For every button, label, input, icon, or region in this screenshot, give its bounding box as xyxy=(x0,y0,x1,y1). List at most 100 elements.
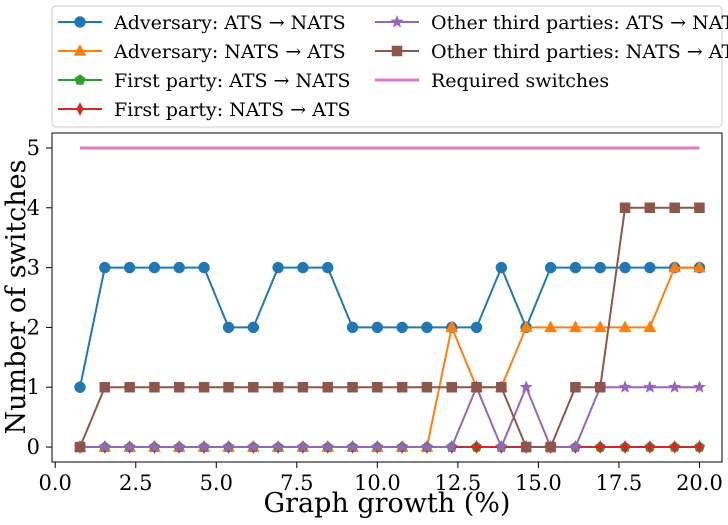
y-tick-label: 4 xyxy=(27,196,40,220)
data-point-other-third-parties-nats-to-ats xyxy=(173,381,185,393)
data-point-other-third-parties-nats-to-ats xyxy=(297,381,309,393)
data-point-adversary-nats-to-ats xyxy=(643,320,657,333)
data-point-other-third-parties-nats-to-ats xyxy=(669,202,680,214)
data-point-adversary-ats-to-nats xyxy=(148,261,161,274)
legend-entry-adversary-ats-to-nats: Adversary: ATS → NATS xyxy=(58,12,346,34)
series-adversary-nats-to-ats xyxy=(73,260,706,452)
data-point-adversary-ats-to-nats xyxy=(247,321,260,334)
legend-marker xyxy=(391,45,403,57)
data-point-other-third-parties-ats-to-nats xyxy=(395,440,409,453)
series-layer xyxy=(73,146,707,455)
series-line-other-third-parties-ats-to-nats xyxy=(80,386,700,449)
data-point-first-party-nats-to-ats xyxy=(621,439,629,455)
data-point-adversary-ats-to-nats xyxy=(396,321,408,334)
data-point-adversary-ats-to-nats xyxy=(297,261,309,274)
data-point-adversary-nats-to-ats xyxy=(544,320,558,333)
legend-entry-first-party-nats-to-ats: First party: NATS → ATS xyxy=(58,99,351,121)
series-line-adversary-nats-to-ats xyxy=(80,266,700,449)
legend-entry-other-third-parties-nats-to-ats: Other third parties: NATS → ATS xyxy=(375,41,728,63)
legend-entry-adversary-nats-to-ats: Adversary: NATS → ATS xyxy=(58,41,346,63)
legend-label: Adversary: NATS → ATS xyxy=(113,41,346,63)
data-point-other-third-parties-nats-to-ats xyxy=(248,381,259,393)
x-tick-label: 12.5 xyxy=(434,471,481,495)
legend-label: First party: ATS → NATS xyxy=(114,70,351,92)
data-point-other-third-parties-nats-to-ats xyxy=(149,381,160,393)
data-point-first-party-nats-to-ats xyxy=(646,439,654,455)
data-point-other-third-parties-nats-to-ats xyxy=(198,381,210,393)
data-point-other-third-parties-ats-to-nats xyxy=(667,380,682,393)
legend-marker xyxy=(74,16,86,28)
data-point-adversary-ats-to-nats xyxy=(371,321,384,334)
data-point-adversary-ats-to-nats xyxy=(198,261,210,274)
x-ticks: 0.0 2.5 5.0 7.5 10.0 12.5 15.0 17.5 20.0 xyxy=(39,462,723,495)
legend-marker xyxy=(74,74,86,85)
data-point-other-third-parties-ats-to-nats xyxy=(370,440,385,453)
data-point-adversary-ats-to-nats xyxy=(346,321,359,334)
data-point-adversary-nats-to-ats xyxy=(519,320,533,333)
data-point-first-party-nats-to-ats xyxy=(671,439,679,455)
data-point-other-third-parties-ats-to-nats xyxy=(445,440,459,453)
series-other-third-parties-ats-to-nats xyxy=(73,380,707,453)
y-tick-label: 1 xyxy=(27,375,40,399)
x-tick-label: 15.0 xyxy=(515,471,562,495)
data-point-other-third-parties-ats-to-nats xyxy=(296,440,310,453)
data-point-first-party-nats-to-ats xyxy=(472,439,481,455)
data-point-other-third-parties-nats-to-ats xyxy=(594,381,606,393)
data-point-other-third-parties-ats-to-nats xyxy=(122,440,137,453)
x-tick-label: 2.5 xyxy=(119,471,152,495)
legend-label: Other third parties: ATS → NATS xyxy=(431,12,728,34)
data-point-adversary-nats-to-ats xyxy=(668,260,682,273)
data-point-adversary-ats-to-nats xyxy=(495,261,508,274)
data-point-adversary-ats-to-nats xyxy=(123,261,136,274)
data-point-adversary-ats-to-nats xyxy=(594,261,606,274)
x-axis-label: Graph growth (%) xyxy=(264,488,511,519)
data-point-adversary-ats-to-nats xyxy=(99,261,111,274)
legend: Adversary: ATS → NATS Adversary: NATS → A… xyxy=(51,5,728,128)
data-point-adversary-ats-to-nats xyxy=(544,261,557,274)
data-point-adversary-ats-to-nats xyxy=(470,321,483,334)
plot-area: 0.0 2.5 5.0 7.5 10.0 12.5 15.0 17.5 20.0 0 1 2 3 4 5 xyxy=(27,132,723,495)
data-point-other-third-parties-nats-to-ats xyxy=(372,381,383,393)
legend-entry-required-switches: Required switches xyxy=(375,70,609,92)
x-tick-label: 7.5 xyxy=(280,471,313,495)
data-point-other-third-parties-ats-to-nats xyxy=(271,440,285,453)
legend-label: First party: NATS → ATS xyxy=(114,99,351,121)
data-point-other-third-parties-ats-to-nats xyxy=(568,440,583,453)
data-point-other-third-parties-nats-to-ats xyxy=(272,381,284,393)
legend-marker xyxy=(76,101,84,117)
data-point-other-third-parties-ats-to-nats xyxy=(494,440,509,453)
legend-label: Required switches xyxy=(431,70,609,92)
legend-marker xyxy=(390,14,404,28)
data-point-other-third-parties-nats-to-ats xyxy=(446,381,457,393)
legend-entry-first-party-ats-to-nats: First party: ATS → NATS xyxy=(58,70,351,92)
y-tick-label: 5 xyxy=(27,136,40,160)
data-point-other-third-parties-ats-to-nats xyxy=(692,380,707,393)
data-point-other-third-parties-nats-to-ats xyxy=(644,202,656,214)
data-point-other-third-parties-nats-to-ats xyxy=(545,441,556,453)
data-point-other-third-parties-nats-to-ats xyxy=(619,202,631,214)
data-point-other-third-parties-nats-to-ats xyxy=(74,441,86,453)
data-point-adversary-ats-to-nats xyxy=(569,261,582,274)
data-point-other-third-parties-nats-to-ats xyxy=(99,381,111,393)
data-point-adversary-ats-to-nats xyxy=(644,261,656,274)
data-point-other-third-parties-ats-to-nats xyxy=(420,440,434,453)
data-point-other-third-parties-ats-to-nats xyxy=(98,440,112,453)
data-point-other-third-parties-nats-to-ats xyxy=(421,381,433,393)
data-point-other-third-parties-ats-to-nats xyxy=(147,440,162,453)
data-point-other-third-parties-ats-to-nats xyxy=(197,440,211,453)
legend-marker xyxy=(73,43,87,56)
data-point-adversary-ats-to-nats xyxy=(222,321,235,334)
data-point-adversary-ats-to-nats xyxy=(421,321,433,334)
data-point-other-third-parties-nats-to-ats xyxy=(694,202,705,214)
data-point-other-third-parties-nats-to-ats xyxy=(520,441,532,453)
x-tick-label: 0.0 xyxy=(39,471,72,495)
data-point-other-third-parties-nats-to-ats xyxy=(347,381,358,393)
data-point-adversary-ats-to-nats xyxy=(321,261,334,274)
data-point-other-third-parties-nats-to-ats xyxy=(570,381,581,393)
data-point-other-third-parties-ats-to-nats xyxy=(618,380,632,393)
data-point-other-third-parties-ats-to-nats xyxy=(221,440,236,453)
y-axis-label: Number of switches xyxy=(1,160,32,435)
legend-entry-other-third-parties-ats-to-nats: Other third parties: ATS → NATS xyxy=(375,12,728,34)
y-tick-label: 0 xyxy=(27,435,40,459)
data-point-adversary-ats-to-nats xyxy=(74,381,86,393)
